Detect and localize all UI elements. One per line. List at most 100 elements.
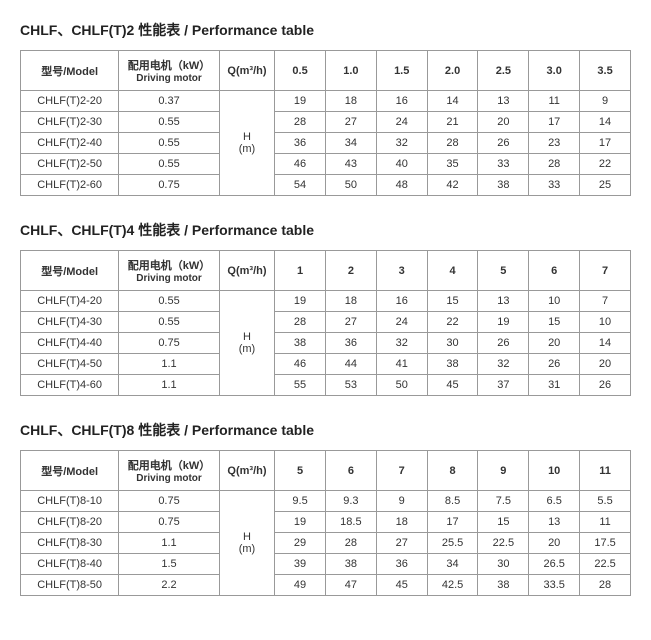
cell-value: 17 [580,133,631,154]
cell-value: 48 [376,175,427,196]
cell-value: 33 [529,175,580,196]
table-row: CHLF(T)2-500.5546434035332822 [21,154,631,175]
cell-motor: 1.1 [119,375,220,396]
performance-table-section: CHLF、CHLF(T)2 性能表 / Performance table 型号/… [20,20,631,196]
cell-value: 13 [529,512,580,533]
cell-value: 28 [275,312,326,333]
table-row: CHLF(T)8-401.5393836343026.522.5 [21,554,631,575]
header-q-value: 2 [325,251,376,291]
cell-value: 22 [580,154,631,175]
cell-value: 17.5 [580,533,631,554]
section-title: CHLF、CHLF(T)2 性能表 / Performance table [20,20,631,40]
section-title: CHLF、CHLF(T)8 性能表 / Performance table [20,420,631,440]
header-q: Q(m³/h) [219,451,274,491]
cell-motor: 1.5 [119,554,220,575]
cell-value: 10 [580,312,631,333]
cell-value: 41 [376,354,427,375]
cell-value: 38 [325,554,376,575]
cell-motor: 0.75 [119,333,220,354]
cell-value: 8.5 [427,491,478,512]
cell-value: 50 [376,375,427,396]
cell-model: CHLF(T)2-30 [21,112,119,133]
cell-value: 42 [427,175,478,196]
cell-model: CHLF(T)2-40 [21,133,119,154]
header-model: 型号/Model [21,51,119,91]
cell-value: 9 [376,491,427,512]
cell-model: CHLF(T)8-40 [21,554,119,575]
cell-value: 19 [275,512,326,533]
cell-value: 28 [427,133,478,154]
performance-table-section: CHLF、CHLF(T)4 性能表 / Performance table型号/… [20,220,631,396]
cell-value: 6.5 [529,491,580,512]
cell-value: 37 [478,375,529,396]
header-q-value: 5 [275,451,326,491]
cell-value: 36 [325,333,376,354]
cell-motor: 0.55 [119,291,220,312]
cell-value: 18 [376,512,427,533]
cell-value: 11 [529,91,580,112]
cell-value: 22 [427,312,478,333]
cell-value: 36 [275,133,326,154]
performance-table: 型号/Model配用电机（kW）Driving motorQ(m³/h)0.51… [20,50,631,196]
table-row: CHLF(T)4-601.155535045373126 [21,375,631,396]
cell-value: 26 [580,375,631,396]
cell-value: 46 [275,154,326,175]
header-q-value: 8 [427,451,478,491]
cell-model: CHLF(T)8-10 [21,491,119,512]
cell-value: 15 [478,512,529,533]
cell-value: 26 [478,133,529,154]
cell-value: 55 [275,375,326,396]
header-model: 型号/Model [21,251,119,291]
cell-value: 7.5 [478,491,529,512]
cell-motor: 0.75 [119,175,220,196]
cell-value: 14 [580,333,631,354]
table-header-row: 型号/Model配用电机（kW）Driving motorQ(m³/h)5678… [21,451,631,491]
header-q: Q(m³/h) [219,251,274,291]
cell-value: 43 [325,154,376,175]
cell-value: 32 [376,333,427,354]
cell-value: 46 [275,354,326,375]
table-row: CHLF(T)8-502.249474542.53833.528 [21,575,631,596]
cell-value: 28 [325,533,376,554]
table-row: CHLF(T)4-200.55H(m)1918161513107 [21,291,631,312]
cell-value: 19 [275,291,326,312]
table-row: CHLF(T)2-400.5536343228262317 [21,133,631,154]
header-q-value: 5 [478,251,529,291]
cell-value: 15 [427,291,478,312]
cell-h-label: H(m) [219,91,274,196]
header-motor: 配用电机（kW）Driving motor [119,451,220,491]
cell-value: 17 [427,512,478,533]
header-q-value: 1.0 [325,51,376,91]
cell-value: 24 [376,112,427,133]
performance-table-section: CHLF、CHLF(T)8 性能表 / Performance table 型号/… [20,420,631,596]
cell-model: CHLF(T)8-30 [21,533,119,554]
cell-value: 29 [275,533,326,554]
cell-value: 19 [275,91,326,112]
performance-table: 型号/Model配用电机（kW）Driving motorQ(m³/h)1234… [20,250,631,396]
cell-model: CHLF(T)4-60 [21,375,119,396]
cell-model: CHLF(T)2-60 [21,175,119,196]
cell-value: 34 [427,554,478,575]
cell-value: 23 [529,133,580,154]
cell-value: 28 [529,154,580,175]
table-row: CHLF(T)4-501.146444138322620 [21,354,631,375]
cell-value: 21 [427,112,478,133]
cell-value: 9.3 [325,491,376,512]
cell-value: 32 [376,133,427,154]
cell-value: 17 [529,112,580,133]
cell-h-label: H(m) [219,291,274,396]
header-q-value: 7 [580,251,631,291]
cell-value: 22.5 [580,554,631,575]
cell-value: 28 [580,575,631,596]
cell-value: 42.5 [427,575,478,596]
cell-value: 31 [529,375,580,396]
cell-model: CHLF(T)4-30 [21,312,119,333]
cell-value: 50 [325,175,376,196]
cell-value: 11 [580,512,631,533]
header-q-value: 10 [529,451,580,491]
cell-value: 27 [325,112,376,133]
cell-value: 18.5 [325,512,376,533]
cell-value: 20 [529,333,580,354]
cell-value: 36 [376,554,427,575]
cell-value: 49 [275,575,326,596]
